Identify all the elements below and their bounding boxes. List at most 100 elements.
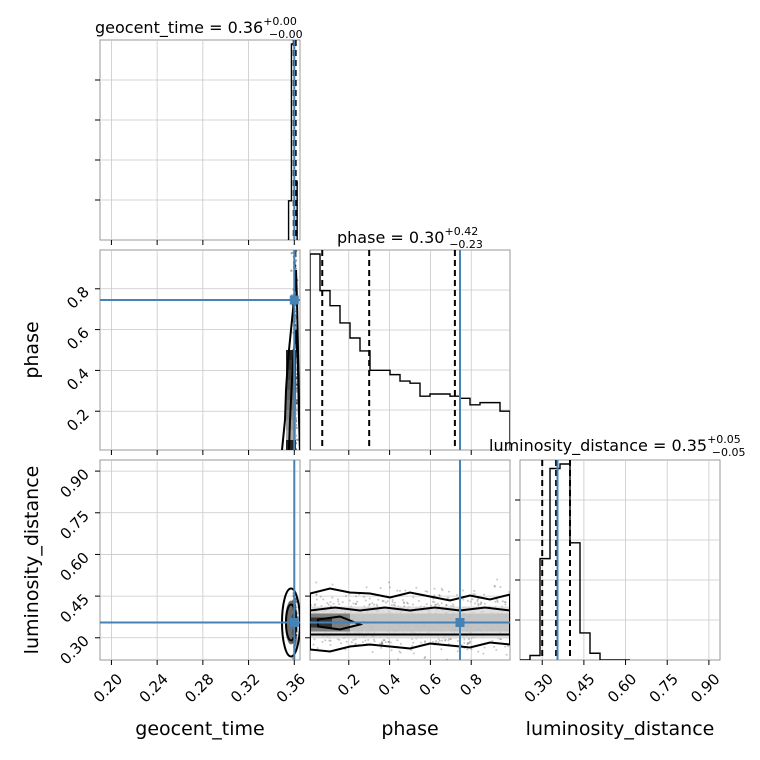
scatter-point bbox=[456, 639, 459, 642]
density-cell bbox=[286, 430, 296, 440]
scatter-point bbox=[471, 598, 474, 601]
scatter-point bbox=[441, 589, 444, 592]
scatter-point bbox=[491, 639, 494, 642]
scatter-point bbox=[433, 601, 436, 604]
scatter-point bbox=[294, 600, 298, 603]
y-tick-label: 0.8 bbox=[63, 283, 93, 313]
scatter-point bbox=[467, 638, 470, 641]
scatter-point bbox=[438, 594, 441, 597]
scatter-point bbox=[372, 638, 375, 641]
scatter-point bbox=[430, 604, 433, 607]
scatter-point bbox=[388, 586, 391, 589]
x-tick-label: 0.75 bbox=[646, 670, 682, 706]
scatter-point bbox=[294, 600, 298, 604]
scatter-point bbox=[397, 658, 400, 660]
scatter-point bbox=[432, 640, 435, 643]
scatter-point bbox=[295, 426, 298, 430]
scatter-point bbox=[356, 600, 359, 603]
scatter-point bbox=[477, 602, 480, 605]
scatter-point bbox=[504, 645, 507, 648]
panel-frame-2-1 bbox=[309, 459, 511, 661]
scatter-point bbox=[328, 639, 331, 642]
scatter-point bbox=[354, 642, 357, 645]
scatter-point bbox=[501, 600, 504, 603]
x-tick-label: 0.36 bbox=[273, 670, 309, 706]
scatter-point bbox=[466, 643, 469, 646]
xlabel-geocent-time: geocent_time bbox=[135, 718, 264, 740]
scatter-point bbox=[322, 598, 325, 601]
scatter-point bbox=[449, 665, 451, 667]
scatter-point bbox=[290, 269, 293, 272]
scatter-point bbox=[480, 601, 483, 604]
scatter-point bbox=[479, 603, 482, 606]
scatter-point bbox=[411, 603, 414, 606]
x-tick-label: 0.28 bbox=[181, 670, 217, 706]
scatter-point bbox=[391, 599, 394, 602]
scatter-point bbox=[364, 599, 367, 602]
scatter-point bbox=[326, 602, 329, 605]
scatter-point bbox=[290, 251, 293, 255]
scatter-point bbox=[393, 601, 396, 604]
scatter-point bbox=[315, 593, 318, 596]
scatter-point bbox=[437, 641, 440, 644]
scatter-point bbox=[373, 603, 376, 606]
scatter-point bbox=[332, 602, 335, 605]
scatter-point bbox=[338, 638, 341, 641]
scatter-point bbox=[381, 642, 384, 645]
scatter-point bbox=[380, 646, 383, 649]
scatter-point bbox=[441, 639, 444, 642]
x-tick-label: 0.90 bbox=[687, 670, 723, 706]
xlabel-luminosity-distance: luminosity_distance bbox=[526, 718, 715, 740]
y-tick-label: 0.6 bbox=[63, 324, 93, 354]
scatter-point bbox=[382, 639, 385, 642]
contour-line bbox=[310, 587, 510, 653]
scatter-point bbox=[417, 599, 420, 602]
scatter-point bbox=[294, 642, 298, 645]
scatter-point bbox=[466, 648, 469, 651]
truth-group bbox=[100, 250, 300, 450]
scatter-point bbox=[468, 640, 471, 643]
scatter-point bbox=[314, 603, 317, 606]
scatter-point bbox=[398, 650, 401, 653]
scatter-point bbox=[394, 604, 397, 607]
scatter-point bbox=[403, 602, 406, 605]
scatter-point bbox=[476, 600, 479, 603]
x-tick-label: 0.20 bbox=[90, 670, 126, 706]
scatter-point bbox=[331, 583, 334, 586]
scatter-point bbox=[390, 603, 393, 606]
scatter-point bbox=[392, 603, 395, 606]
scatter-point bbox=[364, 639, 367, 642]
xlabel-phase: phase bbox=[381, 718, 438, 740]
truth-marker bbox=[455, 618, 465, 627]
scatter-point bbox=[435, 639, 438, 642]
scatter-point bbox=[431, 600, 434, 603]
scatter-point bbox=[476, 598, 479, 601]
scatter-point bbox=[477, 650, 480, 653]
scatter-point bbox=[295, 639, 298, 643]
scatter-point bbox=[379, 642, 382, 645]
x-tick-label: 0.8 bbox=[456, 670, 486, 700]
scatter-point bbox=[375, 603, 378, 606]
scatter-point bbox=[410, 649, 413, 652]
scatter-point bbox=[436, 602, 439, 605]
scatter-point bbox=[377, 598, 380, 601]
y-tick-label: 0.90 bbox=[56, 465, 92, 501]
density-cell bbox=[286, 370, 296, 380]
scatter-point bbox=[406, 602, 409, 605]
histogram-step bbox=[310, 253, 510, 450]
density-cell bbox=[286, 440, 296, 450]
scatter-point bbox=[379, 587, 382, 590]
scatter-point bbox=[412, 652, 415, 655]
scatter-point bbox=[423, 641, 426, 644]
scatter-point bbox=[336, 598, 339, 601]
scatter-point bbox=[381, 641, 384, 644]
scatter-point bbox=[440, 648, 443, 651]
density-cell bbox=[286, 360, 296, 370]
scatter-point bbox=[348, 599, 351, 602]
scatter-point bbox=[396, 589, 399, 592]
scatter-point bbox=[474, 602, 477, 605]
scatter-point bbox=[447, 639, 450, 642]
scatter-point bbox=[368, 603, 371, 606]
scatter-point bbox=[415, 586, 418, 589]
scatter-point bbox=[329, 639, 332, 642]
